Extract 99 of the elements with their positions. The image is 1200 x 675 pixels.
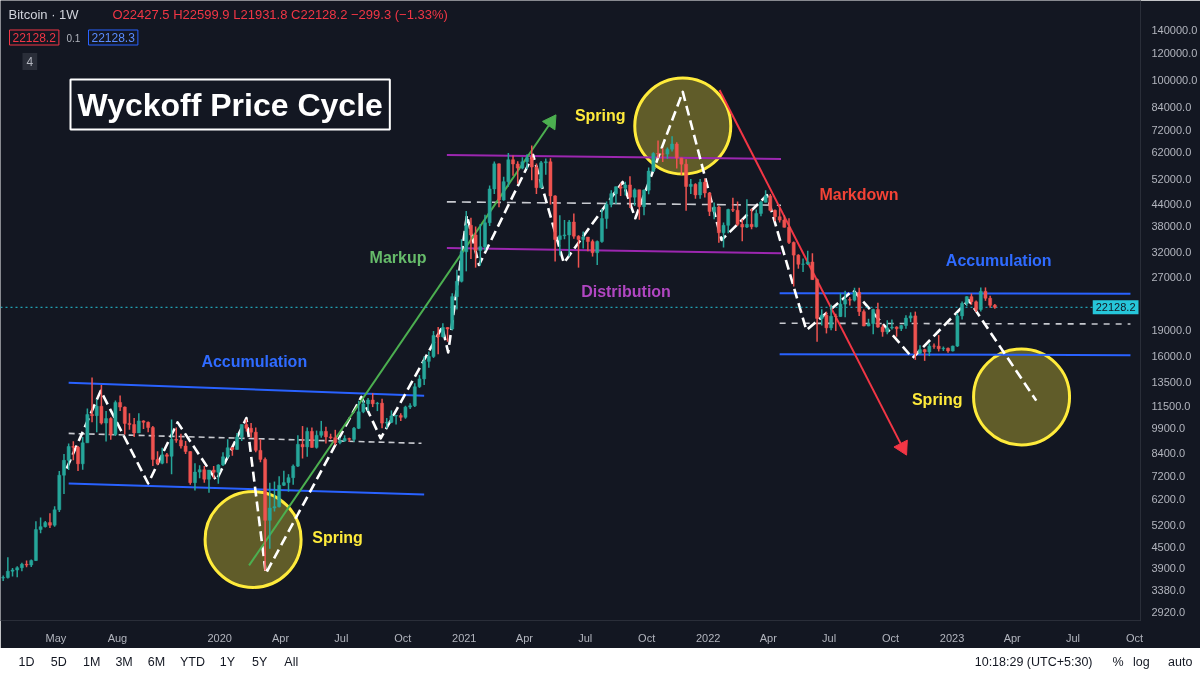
candlestick bbox=[829, 304, 833, 331]
candlestick bbox=[71, 440, 76, 462]
candlestick bbox=[165, 452, 169, 464]
y-tick-label: 44000.0 bbox=[1151, 197, 1192, 210]
candlestick bbox=[824, 310, 829, 335]
y-tick-label: 16000.0 bbox=[1151, 350, 1192, 363]
x-tick-label: Oct bbox=[882, 631, 900, 644]
annotation: 22128.2 bbox=[12, 31, 57, 45]
text: % log auto bbox=[1112, 655, 1193, 669]
y-tick-label: 19000.0 bbox=[1151, 324, 1192, 337]
candlestick bbox=[637, 189, 642, 221]
candlestick bbox=[104, 410, 108, 443]
annotation: 4 bbox=[26, 55, 34, 69]
candlestick bbox=[436, 326, 440, 355]
y-tick-label: 2920.0 bbox=[1151, 606, 1186, 619]
x-tick-label: Jul bbox=[578, 631, 593, 644]
candlestick bbox=[380, 397, 384, 430]
x-tick-label: Oct bbox=[638, 631, 656, 644]
y-tick-label: 8400.0 bbox=[1151, 447, 1186, 460]
annotation: Markup bbox=[369, 249, 427, 266]
x-tick-label: Apr bbox=[1003, 631, 1022, 644]
annotation: 22128.3 bbox=[91, 31, 136, 45]
text: Bitcoin · 1W bbox=[8, 7, 80, 22]
text: 1D 5D 1M 3M 6M YTD 1Y 5Y All bbox=[18, 655, 299, 669]
y-tick-label: 11500.0 bbox=[1151, 399, 1191, 412]
x-tick-label: 2020 bbox=[207, 631, 232, 644]
x-tick-label: 2023 bbox=[939, 631, 965, 644]
candlestick bbox=[314, 429, 319, 450]
annotation: Accumulation bbox=[201, 353, 308, 370]
x-tick-label: Apr bbox=[759, 631, 778, 644]
y-tick-label: 140000.0 bbox=[1151, 23, 1198, 36]
annotation: Accumulation bbox=[945, 252, 1052, 269]
candlestick bbox=[979, 286, 983, 313]
candlestick bbox=[688, 178, 693, 195]
x-tick-label: Oct bbox=[394, 631, 412, 644]
candlestick bbox=[581, 230, 585, 250]
y-tick-label: 7200.0 bbox=[1151, 470, 1186, 483]
y-tick-label: 9900.0 bbox=[1151, 422, 1186, 435]
candlestick bbox=[515, 160, 520, 185]
y-tick-label: 5200.0 bbox=[1151, 519, 1186, 532]
x-tick-label: Jul bbox=[334, 631, 349, 644]
candlestick bbox=[94, 398, 99, 433]
y-tick-label: 100000.0 bbox=[1151, 74, 1198, 87]
candlestick bbox=[169, 418, 174, 475]
y-tick-label: 84000.0 bbox=[1151, 100, 1192, 113]
candlestick bbox=[656, 139, 660, 159]
candlestick bbox=[478, 223, 483, 267]
text: 10:18:29 (UTC+5:30) bbox=[974, 655, 1093, 669]
candlestick bbox=[207, 469, 211, 494]
candlestick bbox=[305, 426, 309, 458]
annotation: 0.1 bbox=[66, 32, 81, 44]
y-tick-label: 3900.0 bbox=[1151, 562, 1186, 575]
point bbox=[972, 347, 1072, 447]
y-tick-label: 62000.0 bbox=[1151, 146, 1192, 159]
candlestick bbox=[174, 426, 179, 444]
candlestick bbox=[628, 175, 632, 209]
candlestick bbox=[108, 416, 113, 441]
point bbox=[203, 490, 303, 589]
x-tick-label: Jul bbox=[822, 631, 837, 644]
candlestick bbox=[300, 425, 305, 460]
candlestick bbox=[819, 308, 824, 327]
y-tick-label: 32000.0 bbox=[1151, 245, 1192, 258]
y-tick-label: 3380.0 bbox=[1151, 584, 1186, 597]
x-tick-label: 2022 bbox=[695, 631, 721, 644]
candlestick bbox=[834, 312, 838, 332]
x-tick-label: Jul bbox=[1065, 631, 1081, 644]
annotation: Spring bbox=[911, 391, 963, 408]
y-tick-label: 38000.0 bbox=[1151, 219, 1192, 232]
x-tick-label: May bbox=[45, 631, 67, 644]
text: Wyckoff Price Cycle bbox=[77, 86, 383, 123]
x-tick-label: Apr bbox=[271, 631, 290, 644]
candlestick bbox=[562, 219, 567, 240]
y-tick-label: 120000.0 bbox=[1151, 46, 1198, 59]
ref-line-label: 22128.2 bbox=[1095, 301, 1136, 314]
annotation: Spring bbox=[574, 107, 626, 124]
candlestick bbox=[48, 512, 52, 529]
annotation: Spring bbox=[312, 529, 363, 546]
candlestick bbox=[90, 376, 94, 424]
candlestick bbox=[848, 296, 852, 307]
y-tick-label: 6200.0 bbox=[1151, 492, 1186, 505]
x-tick-label: Apr bbox=[515, 631, 534, 644]
annotation: Markdown bbox=[819, 186, 899, 203]
candlestick bbox=[698, 178, 702, 200]
x-tick-label: Oct bbox=[1125, 631, 1144, 644]
candlestick bbox=[99, 384, 104, 426]
y-tick-label: 52000.0 bbox=[1151, 172, 1192, 185]
candlestick bbox=[838, 292, 843, 318]
y-tick-label: 4500.0 bbox=[1151, 540, 1186, 553]
x-tick-label: Aug bbox=[107, 631, 128, 644]
y-tick-label: 72000.0 bbox=[1151, 123, 1192, 136]
candlestick bbox=[137, 412, 141, 434]
annotation: O22427.5 H22599.9 L21931.8 C22128.2 −299.3 (−1.33%) bbox=[112, 7, 448, 22]
annotation: Distribution bbox=[581, 283, 671, 300]
candlestick bbox=[310, 426, 314, 449]
x-tick-label: 2021 bbox=[452, 631, 477, 644]
candlestick bbox=[745, 198, 749, 229]
y-tick-label: 27000.0 bbox=[1151, 271, 1192, 284]
candlestick bbox=[749, 207, 754, 230]
y-tick-label: 13500.0 bbox=[1151, 375, 1192, 388]
